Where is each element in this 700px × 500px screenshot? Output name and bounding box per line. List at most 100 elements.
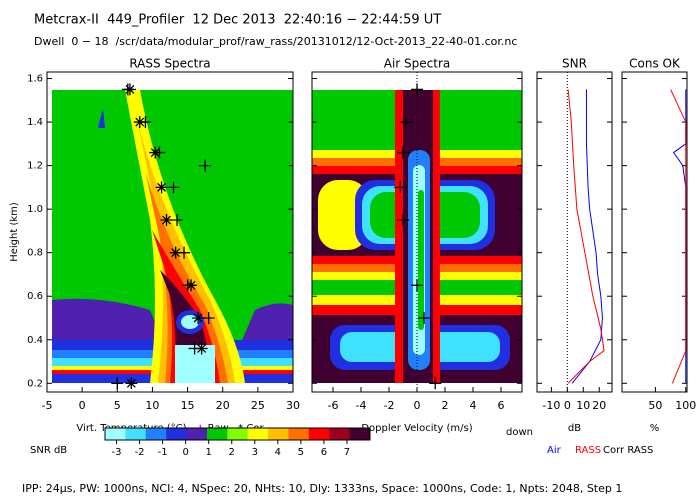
x-tick-label: -4	[356, 399, 367, 412]
marker-plus	[418, 311, 430, 324]
panel-title: SNR	[562, 57, 587, 71]
air-contour	[312, 90, 522, 383]
colorbar-cell	[105, 428, 126, 440]
panel-title: Air Spectra	[384, 57, 451, 71]
x-tick-label: 30	[286, 399, 300, 412]
x-tick-label: 2	[442, 399, 449, 412]
colorbar-cell	[308, 428, 330, 440]
page-subtitle: Dwell 0 − 18 /scr/data/modular_prof/raw_…	[34, 35, 517, 48]
x-tick-label: 25	[251, 399, 265, 412]
x-tick-label: 0	[414, 399, 421, 412]
colorbar-cell	[227, 428, 249, 440]
plot-frame	[536, 71, 613, 393]
marker-plus	[202, 311, 215, 324]
marker-star	[123, 83, 136, 96]
y-tick-label: 0.6	[27, 291, 43, 302]
colorbar-tick-label: 5	[298, 447, 304, 458]
profile-line	[670, 89, 687, 384]
profile-line	[567, 89, 605, 384]
legend-entry: RASS	[575, 445, 601, 456]
marker-star	[155, 181, 168, 194]
colorbar-tick-label: 0	[182, 447, 188, 458]
legend-note: Corr RASS	[603, 445, 653, 456]
profile-line	[571, 89, 603, 384]
marker-star	[195, 342, 208, 355]
colorbar-tick-label: 3	[252, 447, 258, 458]
x-tick-label: 0	[79, 399, 86, 412]
y-axis-label: Height (km)	[9, 202, 20, 262]
marker-plus	[411, 279, 423, 292]
colorbar-frame	[104, 427, 371, 441]
x-tick-label: 0	[564, 399, 571, 412]
y-tick-label: 1.4	[27, 117, 43, 128]
plot-frame	[46, 71, 294, 393]
marker-plus	[411, 83, 423, 96]
marker-plus	[397, 214, 409, 227]
x-tick-label: 50	[648, 399, 662, 412]
profile-line	[672, 89, 687, 384]
x-tick-label: 20	[592, 399, 606, 412]
marker-plus	[394, 181, 407, 194]
marker-star	[185, 279, 198, 292]
y-tick-label: 1.6	[27, 74, 43, 85]
colorbar-tick-label: -1	[158, 447, 168, 458]
y-tick-label: 1.0	[27, 204, 43, 215]
x-tick-label: -6	[328, 399, 339, 412]
footer: IPP: 24µs, PW: 1000ns, NCI: 4, NSpec: 20…	[22, 482, 622, 495]
x-axis-label: dB	[568, 423, 581, 434]
x-axis-label: Doppler Velocity (m/s)	[361, 423, 472, 434]
x-tick-label: 10	[145, 399, 159, 412]
marker-star	[149, 146, 162, 159]
x-tick-label: 10	[576, 399, 590, 412]
colorbar-cell	[145, 428, 167, 440]
colorbar-cell	[166, 428, 188, 440]
y-tick-label: 0.8	[27, 248, 43, 259]
marker-plus	[171, 214, 184, 227]
marker-star	[192, 311, 205, 324]
panel-title: Cons OK	[629, 57, 681, 71]
x-tick-label: 20	[216, 399, 230, 412]
x-tick-label: 4	[470, 399, 477, 412]
colorbar-cell	[206, 428, 228, 440]
marker-plus	[199, 159, 212, 172]
colorbar-tick-label: 1	[206, 447, 212, 458]
y-tick-label: 0.2	[27, 378, 43, 389]
x-tick-label: 15	[181, 399, 195, 412]
colorbar-cell	[125, 428, 147, 440]
colorbar-label: SNR dB	[30, 445, 67, 456]
colorbar-tick-label: 7	[344, 447, 350, 458]
y-tick-label: 0.4	[27, 335, 43, 346]
marker-plus	[167, 181, 180, 194]
colorbar-cell	[186, 428, 208, 440]
x-tick-label: 6	[498, 399, 505, 412]
marker-plus	[429, 377, 442, 390]
colorbar-cell	[349, 428, 371, 440]
marker-star	[160, 214, 173, 227]
plot-frame	[621, 71, 688, 393]
marker-star	[125, 377, 138, 390]
x-tick-label: -2	[384, 399, 395, 412]
page-title: Metcrax-II 449_Profiler 12 Dec 2013 22:4…	[34, 13, 441, 28]
colorbar-tick-label: -2	[135, 447, 145, 458]
colorbar-cell	[247, 428, 269, 440]
x-tick-label: 100	[675, 399, 696, 412]
marker-star	[169, 246, 182, 259]
panel-title: RASS Spectra	[129, 57, 210, 71]
marker-star	[133, 116, 146, 129]
x-tick-label: -10	[542, 399, 560, 412]
x-axis-label: %	[650, 423, 660, 434]
marker-plus	[397, 146, 409, 159]
colorbar-tick-label: 6	[321, 447, 327, 458]
colorbar-cell	[268, 428, 289, 440]
colorbar-tick-label: -3	[112, 447, 122, 458]
y-tick-label: 1.2	[27, 161, 43, 172]
colorbar-cell	[329, 428, 351, 440]
rass-contour	[52, 90, 293, 383]
x-tick-label: 5	[114, 399, 121, 412]
x-tick-label: -5	[42, 399, 53, 412]
colorbar-tick-label: 4	[275, 447, 281, 458]
marker-plus	[111, 377, 124, 390]
colorbar-cell	[288, 428, 310, 440]
